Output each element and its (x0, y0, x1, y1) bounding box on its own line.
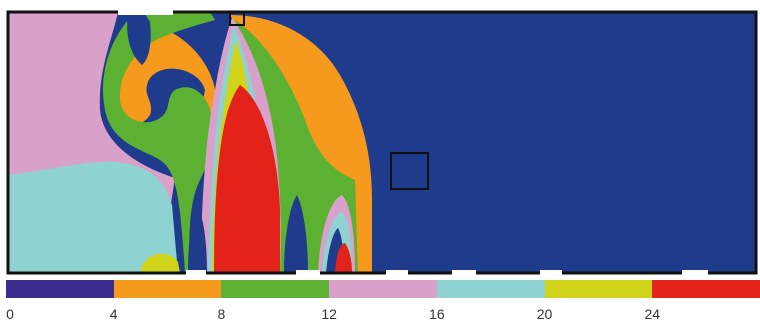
colorbar-segment (436, 280, 545, 298)
colorbar (6, 280, 760, 298)
colorbar-segment (329, 280, 437, 298)
colorbar-tick-label: 4 (109, 306, 118, 322)
region-red-finger (335, 243, 352, 273)
probe-marker-right (390, 152, 429, 190)
vent (186, 270, 206, 276)
region-blue-gap-middle (284, 195, 308, 273)
contour-field-plot (6, 9, 758, 276)
colorbar-segment (221, 280, 330, 298)
probe-marker-top (229, 11, 245, 26)
vent (386, 270, 408, 276)
vent (682, 270, 708, 276)
colorbar-tick-label: 12 (321, 306, 337, 322)
region-blue-gap-left (188, 205, 207, 273)
colorbar-tick-label: 16 (429, 306, 445, 322)
top-wall-opening (118, 9, 173, 15)
region-red-core (214, 85, 280, 273)
vent (296, 270, 320, 276)
colorbar-tick-label: 24 (644, 306, 661, 322)
colorbar-tick-label: 20 (536, 306, 553, 322)
colorbar-segment (544, 280, 653, 298)
region-yellow-bottom-left (140, 253, 180, 273)
colorbar-segment (652, 280, 760, 298)
region-cyan-left (8, 161, 178, 273)
domain-border (6, 10, 758, 275)
bottom-wall-vents (186, 270, 708, 276)
region-green-plume (235, 20, 358, 273)
colorbar-segment (113, 280, 222, 298)
colorbar-tick-label: 8 (217, 306, 226, 322)
colorbar-tick-label: 0 (6, 306, 14, 322)
region-green-swirl (102, 12, 215, 273)
vent (540, 270, 562, 276)
colorbar-ticks: 0 4 8 12 16 20 24 (0, 306, 760, 323)
colorbar-segment (6, 280, 114, 298)
vent (452, 270, 476, 276)
region-blue-pocket (127, 14, 151, 65)
